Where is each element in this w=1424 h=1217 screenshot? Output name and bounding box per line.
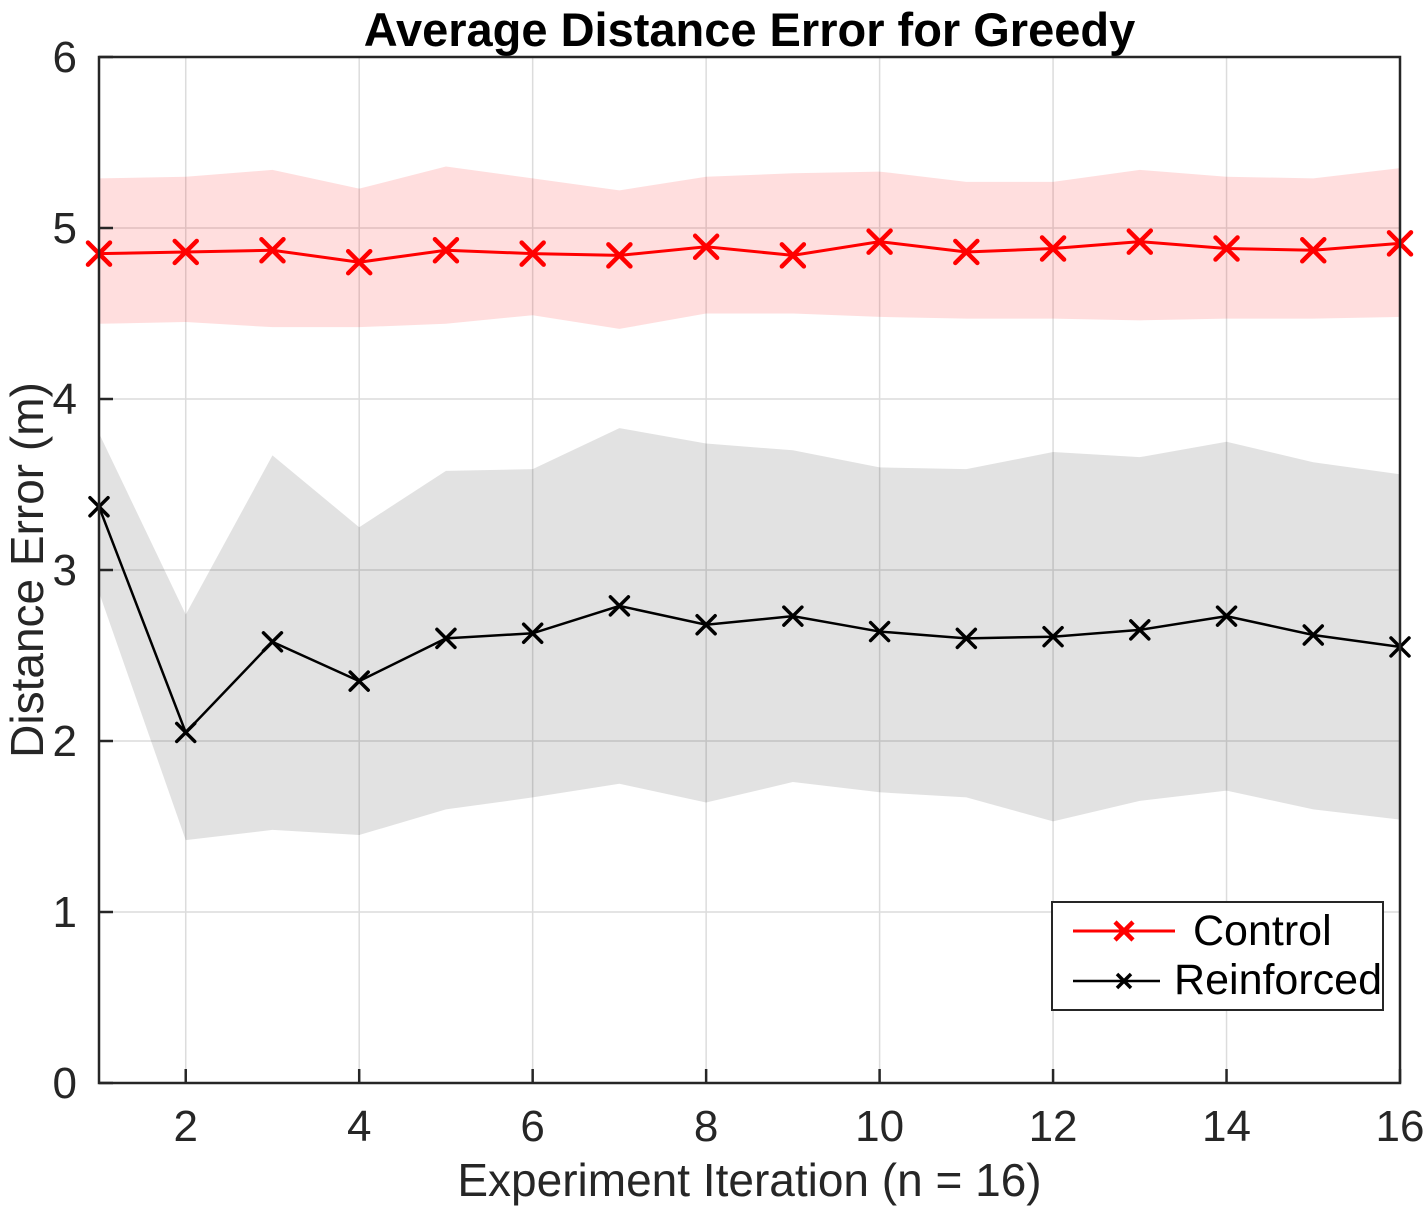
confidence-band-control: [99, 166, 1400, 329]
legend-label-reinforced: Reinforced: [1174, 956, 1382, 1005]
x-axis-label: Experiment Iteration (n = 16): [457, 1154, 1042, 1206]
legend-item-reinforced: Reinforced: [1069, 959, 1382, 1002]
data-point-marker-reinforced: [782, 605, 804, 627]
data-point-marker-control: [432, 236, 460, 264]
data-point-marker-control: [1213, 235, 1240, 262]
data-point-marker-reinforced: [174, 721, 197, 744]
data-point-marker-reinforced: [348, 670, 370, 692]
y-tick-label: 5: [53, 204, 77, 253]
data-point-marker-reinforced: [521, 622, 544, 645]
x-tick-label: 8: [694, 1102, 718, 1151]
legend-sample-control: [1073, 920, 1175, 942]
data-point-marker-reinforced: [1042, 625, 1064, 648]
series-line-control: [98, 240, 1401, 264]
data-point-marker-reinforced: [608, 595, 631, 617]
data-point-marker-reinforced: [695, 613, 717, 636]
data-point-marker-control: [259, 236, 286, 264]
x-tick-label: 16: [1376, 1102, 1424, 1151]
data-point-marker-reinforced: [1215, 605, 1238, 627]
x-marker-icon: [1113, 920, 1135, 942]
legend-label-control: Control: [1193, 906, 1332, 955]
legend-sample-reinforced: [1073, 972, 1161, 990]
data-point-marker-control: [172, 238, 199, 266]
data-point-marker-control: [606, 242, 633, 269]
x-tick-label: 2: [173, 1102, 197, 1151]
x-tick-label: 4: [347, 1102, 371, 1151]
data-point-marker-control: [779, 242, 807, 269]
x-marker-icon: [1115, 972, 1133, 990]
data-point-marker-control: [866, 228, 893, 255]
confidence-band-reinforced: [99, 428, 1400, 841]
data-point-marker-control: [345, 248, 373, 276]
data-point-marker-reinforced: [435, 627, 457, 650]
data-point-marker-control: [953, 238, 980, 266]
data-point-marker-reinforced: [1302, 624, 1325, 646]
data-point-marker-control: [1300, 236, 1327, 264]
y-tick-label: 1: [53, 888, 77, 937]
x-tick-label: 10: [855, 1102, 904, 1151]
page-title: Average Distance Error for Greedy: [363, 3, 1136, 56]
y-tick-label: 4: [53, 375, 77, 424]
data-point-marker-control: [1039, 235, 1067, 262]
y-tick-label: 2: [53, 717, 77, 766]
data-point-marker-reinforced: [261, 631, 284, 653]
legend-item-control: Control: [1069, 906, 1382, 955]
data-point-marker-control: [519, 240, 546, 267]
data-point-marker-reinforced: [955, 627, 978, 650]
x-tick-label: 6: [520, 1102, 544, 1151]
y-tick-label: 3: [53, 546, 77, 595]
x-tick-label: 12: [1029, 1102, 1078, 1151]
data-point-marker-reinforced: [1129, 619, 1151, 641]
legend: Control Reinforced: [1051, 901, 1384, 1011]
y-tick-label: 0: [53, 1059, 77, 1108]
data-point-marker-control: [1126, 228, 1154, 255]
y-tick-label: 6: [53, 33, 77, 82]
x-tick-label: 14: [1202, 1102, 1251, 1151]
data-point-marker-control: [692, 233, 720, 261]
series-line-reinforced: [97, 506, 1401, 735]
data-point-marker-reinforced: [868, 620, 891, 643]
